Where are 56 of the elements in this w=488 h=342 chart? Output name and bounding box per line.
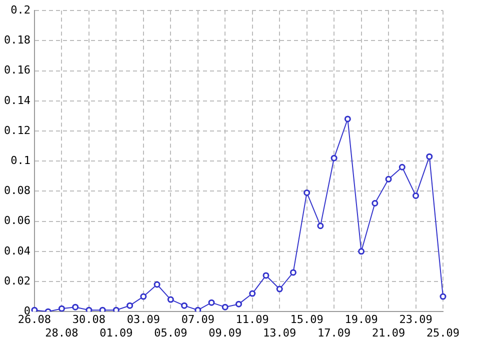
y-tick-label: 0.1 — [10, 154, 30, 167]
point — [398, 164, 406, 170]
y-tick-label: 0.14 — [4, 94, 31, 107]
point — [208, 299, 215, 306]
point — [112, 306, 120, 312]
point — [140, 293, 147, 300]
x-tick-label: 25.09 — [426, 326, 460, 340]
x-tick-label: 30.08 — [72, 313, 106, 326]
point — [99, 306, 106, 312]
point — [412, 192, 420, 199]
point — [181, 302, 188, 309]
x-tick-label: 11.09 — [236, 313, 269, 326]
y-tick-label: 0.18 — [4, 34, 30, 47]
point — [344, 116, 351, 122]
x-tick-label: 26.08 — [18, 313, 52, 326]
point — [167, 296, 174, 303]
x-tick-label: 13.09 — [263, 326, 296, 340]
point — [426, 153, 433, 160]
x-tick-label: 15.09 — [290, 313, 324, 326]
x-tick-label: 03.09 — [126, 313, 160, 326]
x-tick-label: 21.09 — [372, 326, 406, 340]
y-tick-label: 0.06 — [4, 214, 30, 228]
y-tick-label: 0.04 — [4, 244, 31, 258]
x-tick-label: 23.09 — [399, 313, 432, 326]
x-tick-label: 01.09 — [100, 326, 133, 340]
y-tick-label: 0.08 — [4, 184, 30, 198]
point — [58, 305, 65, 312]
y-tick-label: 0.16 — [4, 64, 30, 77]
point — [249, 290, 256, 297]
point — [154, 281, 160, 288]
point — [385, 176, 392, 182]
point — [235, 300, 242, 308]
point — [440, 293, 446, 300]
x-tick-label: 19.09 — [344, 313, 378, 326]
y-tick-label: 0.2 — [10, 3, 30, 16]
x-tick-label: 09.09 — [208, 326, 242, 340]
x-tick-label: 07.09 — [181, 313, 214, 326]
point — [31, 306, 38, 312]
point — [276, 286, 283, 292]
point — [372, 200, 378, 206]
point — [194, 306, 202, 312]
point — [222, 304, 228, 310]
point — [304, 189, 310, 196]
x-tick-label: 17.09 — [318, 326, 351, 340]
point — [72, 304, 79, 310]
point — [358, 248, 365, 255]
x-tick-label: 28.08 — [45, 326, 78, 340]
x-tick-label: 05.09 — [154, 326, 188, 340]
point — [317, 222, 324, 230]
point — [86, 306, 92, 312]
y-tick-label: 0.02 — [4, 274, 30, 288]
point — [330, 154, 338, 162]
point — [290, 269, 296, 276]
point — [262, 272, 270, 279]
point — [126, 302, 134, 309]
y-tick-label: 0.12 — [4, 124, 30, 137]
